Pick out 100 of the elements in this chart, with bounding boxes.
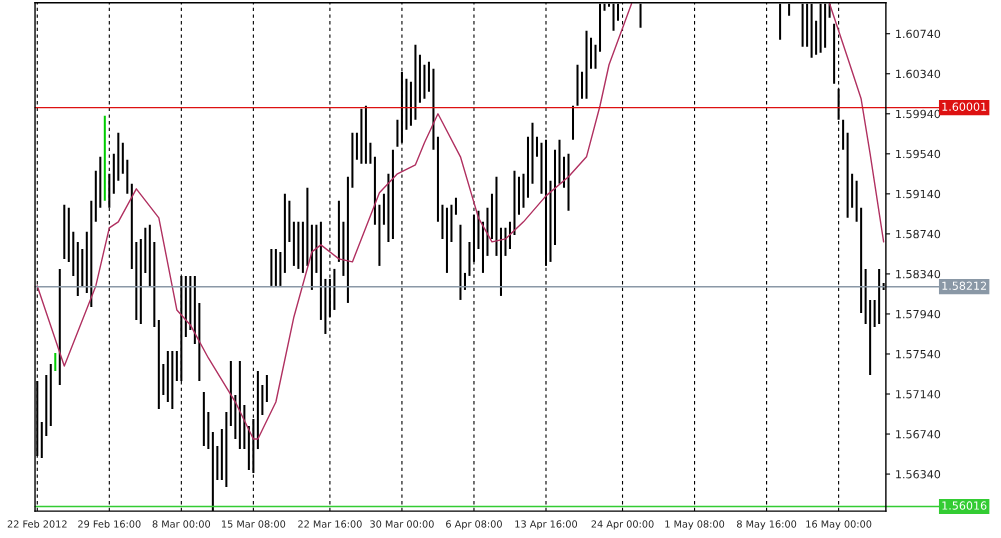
line-series (36, 2, 633, 440)
bar (486, 207, 489, 256)
x-tick-label: 8 Mar 00:00 (152, 520, 211, 528)
bar (396, 119, 399, 147)
bar (423, 64, 426, 99)
bar (54, 352, 57, 371)
ref-line-label: 1.60001 (942, 102, 987, 111)
bar (450, 204, 453, 242)
bar (427, 61, 430, 92)
bar (67, 207, 70, 262)
bar (391, 149, 394, 239)
bar (139, 238, 142, 324)
bar (72, 231, 75, 276)
bar (594, 44, 597, 69)
bar (581, 71, 584, 99)
bar (517, 176, 520, 215)
bar (207, 412, 210, 450)
bar (292, 221, 295, 266)
bar (815, 20, 818, 55)
bar (45, 374, 48, 437)
bar (351, 132, 354, 188)
bar (283, 193, 286, 273)
bar (49, 363, 52, 427)
bar (342, 221, 345, 276)
bar (238, 360, 241, 450)
bar (256, 370, 259, 450)
bar (364, 105, 367, 164)
y-tick-label: 1.58740 (896, 229, 941, 239)
bar (522, 173, 525, 208)
bar (333, 268, 336, 310)
bar (324, 278, 327, 334)
bar (585, 30, 588, 99)
bar (220, 429, 223, 481)
bar (432, 68, 435, 150)
bar (63, 204, 66, 259)
bar (130, 183, 133, 269)
bar (261, 385, 264, 416)
bar (85, 231, 88, 293)
y-tick-label: 1.59140 (896, 189, 941, 199)
y-tick-label: 1.57540 (896, 349, 941, 359)
bar (193, 275, 196, 344)
bar (310, 224, 313, 290)
bar (851, 173, 854, 208)
bar (864, 268, 867, 324)
bar (243, 405, 246, 450)
x-tick-label: 15 Mar 08:00 (221, 520, 286, 528)
bar (171, 350, 174, 410)
bar (436, 136, 439, 222)
bar (535, 136, 538, 157)
bar (499, 227, 502, 296)
bar (103, 115, 106, 201)
bar (508, 221, 511, 249)
bar (76, 241, 79, 296)
bar (549, 180, 552, 262)
bar (454, 197, 457, 215)
bar (162, 363, 165, 396)
bar (481, 221, 484, 273)
bar (153, 241, 156, 327)
bar (121, 142, 124, 174)
bar (409, 81, 412, 126)
x-tick-label: 24 Apr 00:00 (591, 520, 654, 530)
bar (112, 153, 115, 194)
y-tick-label: 1.58340 (896, 269, 941, 279)
line-series (828, 2, 885, 243)
bar (463, 272, 466, 290)
bar (878, 268, 881, 324)
bar (540, 142, 543, 194)
bar (553, 149, 557, 245)
bar (225, 412, 228, 488)
bar (441, 204, 444, 239)
bar (148, 224, 151, 286)
bar (288, 200, 291, 242)
x-tick-label: 6 Apr 08:00 (446, 520, 502, 530)
bar (175, 350, 178, 381)
bar (445, 207, 448, 273)
bar (301, 221, 304, 273)
bar (81, 248, 84, 286)
bar (531, 122, 534, 184)
bar (490, 193, 493, 239)
bar (216, 446, 219, 481)
bar (387, 173, 390, 242)
bar (360, 108, 363, 164)
bar (40, 422, 43, 459)
bar (229, 360, 232, 427)
bar (590, 37, 593, 69)
bar (184, 275, 187, 337)
bar (495, 176, 498, 256)
bar (117, 132, 120, 181)
ref-line-label: 1.58212 (942, 281, 987, 290)
bar (346, 176, 349, 303)
bar (58, 268, 61, 385)
bar (855, 180, 858, 222)
bar (405, 78, 408, 130)
bar (234, 395, 237, 440)
y-tick-label: 1.59940 (896, 109, 941, 119)
bar (526, 136, 529, 198)
bar (558, 139, 561, 184)
y-tick-label: 1.59540 (896, 149, 941, 159)
bar (562, 156, 566, 188)
bar (418, 54, 421, 103)
